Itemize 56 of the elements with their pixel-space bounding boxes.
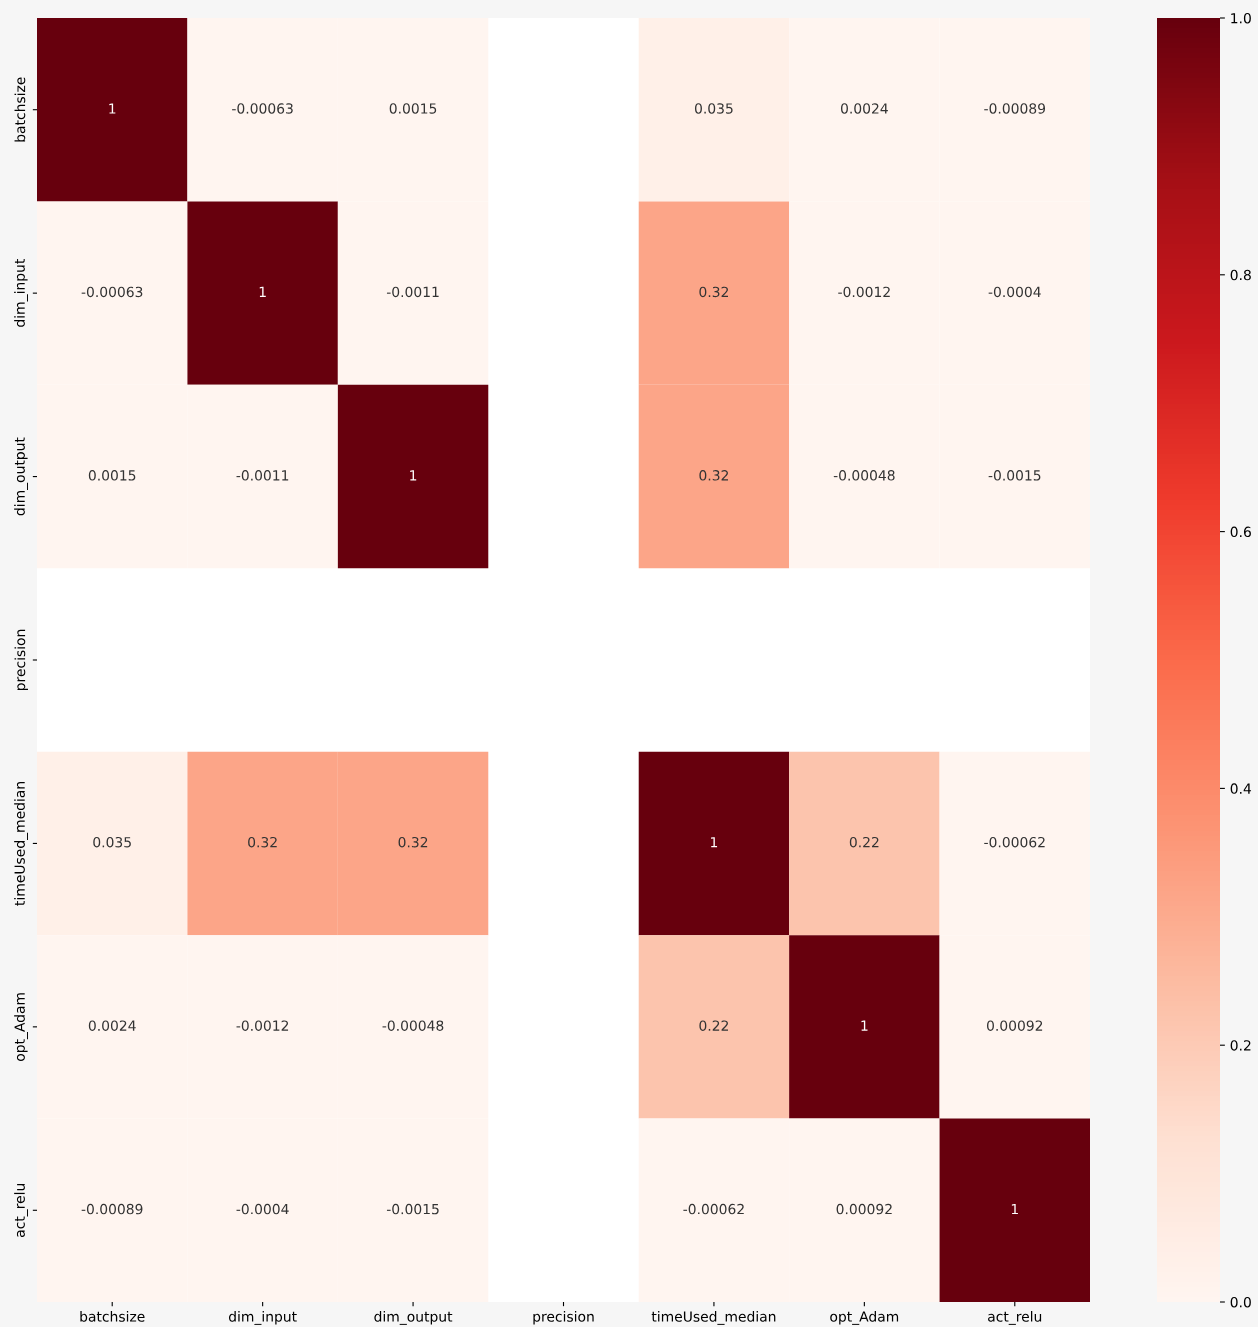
data-label: 0.32 — [699, 286, 728, 298]
y-tick-label: precision — [14, 629, 28, 691]
x-tick-label: dim_output — [374, 1311, 453, 1325]
data-label: -0.00062 — [984, 836, 1045, 848]
y-tick-label: dim_output — [14, 437, 28, 516]
data-label: -0.0012 — [838, 286, 890, 298]
data-label: 0.32 — [699, 470, 728, 481]
data-label: 1 — [861, 1020, 868, 1031]
data-label: 0.035 — [694, 103, 733, 114]
x-tick-label: act_relu — [988, 1311, 1042, 1325]
data-label: 0.22 — [699, 1020, 728, 1031]
data-label: 0.32 — [398, 836, 428, 848]
y-tick-label: act_relu — [14, 1183, 28, 1238]
data-label: 1 — [1011, 1203, 1018, 1215]
data-label: 0.0024 — [88, 1020, 136, 1031]
y-tick-label: batchsize — [14, 77, 26, 142]
color-bar-label: 0.2 — [1230, 1040, 1251, 1051]
data-label: 1 — [109, 103, 116, 114]
x-tick-label: timeUsed_median — [651, 1311, 776, 1325]
data-label: -0.00048 — [833, 470, 895, 481]
data-label: -0.00089 — [81, 1203, 143, 1215]
data-label: 0.0015 — [389, 103, 437, 114]
data-label: -0.0004 — [988, 286, 1041, 298]
data-label: 1 — [410, 470, 417, 481]
color-bar-label: 0.6 — [1230, 526, 1251, 538]
data-label: -0.00063 — [81, 286, 143, 298]
x-tick-label: batchsize — [80, 1311, 145, 1322]
x-tick-label: dim_input — [228, 1311, 297, 1325]
color-bar-label: 0.0 — [1230, 1296, 1251, 1308]
data-label: -0.00048 — [382, 1020, 444, 1031]
data-label: -0.0004 — [236, 1203, 289, 1215]
data-label: 0.035 — [93, 836, 131, 848]
data-label: -0.00062 — [683, 1203, 744, 1215]
data-label: 1 — [711, 837, 718, 848]
data-label: -0.0015 — [988, 470, 1041, 481]
data-label: -0.0011 — [236, 470, 289, 481]
data-label: 0.0024 — [840, 103, 888, 114]
color-bar-label: 0.4 — [1230, 783, 1252, 794]
data-label: 0.32 — [248, 836, 277, 848]
data-label: -0.0011 — [386, 286, 439, 298]
data-label: -0.00063 — [232, 103, 293, 114]
x-tick-label: opt_Adam — [830, 1311, 899, 1325]
data-label: 0.0015 — [88, 470, 136, 481]
data-label: -0.0012 — [236, 1020, 289, 1031]
y-tick-label: opt_Adam — [14, 993, 28, 1061]
data-label: -0.00089 — [984, 103, 1046, 114]
data-label: 1 — [259, 286, 266, 297]
data-label: 0.00092 — [986, 1020, 1043, 1031]
data-label: -0.0015 — [386, 1203, 439, 1215]
data-label: 0.22 — [849, 836, 879, 848]
color-bar-label: 1.0 — [1231, 12, 1251, 24]
data-label: 0.00092 — [836, 1203, 892, 1215]
color-bar-label: 0.8 — [1230, 269, 1251, 281]
x-tick-label: precision — [533, 1311, 594, 1325]
y-tick-label: dim_input — [14, 259, 28, 327]
y-tick-label: timeUsed_median — [14, 782, 28, 906]
